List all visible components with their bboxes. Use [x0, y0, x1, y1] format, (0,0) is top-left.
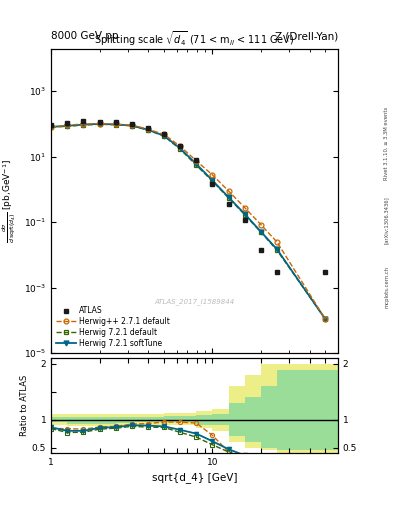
Herwig 7.2.1 softTune	[178, 145, 182, 152]
Herwig 7.2.1 default	[49, 124, 53, 130]
Line: ATLAS: ATLAS	[49, 119, 328, 274]
ATLAS	[194, 157, 198, 163]
Herwig 7.2.1 softTune	[210, 177, 215, 183]
Herwig++ 2.7.1 default	[81, 121, 86, 127]
Herwig++ 2.7.1 default	[194, 158, 198, 164]
Herwig 7.2.1 softTune	[259, 228, 263, 234]
Y-axis label: $\frac{d\sigma}{d\,\mathrm{sqrt}(d_4)}$ [pb,GeV$^{-1}$]: $\frac{d\sigma}{d\,\mathrm{sqrt}(d_4)}$ …	[1, 159, 18, 243]
Text: Z (Drell-Yan): Z (Drell-Yan)	[275, 31, 338, 41]
ATLAS	[242, 217, 247, 223]
ATLAS	[226, 201, 231, 207]
Herwig 7.2.1 default	[259, 229, 263, 235]
Herwig 7.2.1 default	[97, 121, 102, 127]
Herwig++ 2.7.1 default	[129, 122, 134, 129]
Herwig++ 2.7.1 default	[242, 205, 247, 211]
Herwig 7.2.1 softTune	[81, 121, 86, 127]
Herwig++ 2.7.1 default	[145, 126, 150, 132]
Line: Herwig 7.2.1 default: Herwig 7.2.1 default	[49, 122, 328, 322]
Herwig++ 2.7.1 default	[226, 188, 231, 194]
Herwig 7.2.1 softTune	[49, 124, 53, 130]
ATLAS	[97, 119, 102, 125]
Herwig++ 2.7.1 default	[65, 122, 70, 129]
Herwig++ 2.7.1 default	[49, 124, 53, 130]
Herwig 7.2.1 default	[145, 127, 150, 133]
Text: mcplots.cern.ch: mcplots.cern.ch	[384, 266, 389, 308]
Herwig++ 2.7.1 default	[259, 222, 263, 228]
ATLAS	[113, 119, 118, 125]
ATLAS	[65, 120, 70, 126]
Herwig++ 2.7.1 default	[178, 143, 182, 150]
Herwig 7.2.1 softTune	[242, 211, 247, 217]
X-axis label: sqrt{d_4} [GeV]: sqrt{d_4} [GeV]	[152, 473, 237, 483]
Herwig 7.2.1 softTune	[162, 133, 166, 139]
Herwig 7.2.1 softTune	[323, 316, 328, 322]
Line: Herwig 7.2.1 softTune: Herwig 7.2.1 softTune	[49, 121, 328, 322]
Herwig 7.2.1 softTune	[65, 123, 70, 129]
Herwig 7.2.1 default	[129, 123, 134, 129]
ATLAS	[145, 125, 150, 131]
Herwig 7.2.1 default	[323, 316, 328, 322]
Herwig 7.2.1 default	[210, 178, 215, 184]
Herwig 7.2.1 softTune	[226, 194, 231, 200]
Text: Rivet 3.1.10, ≥ 3.3M events: Rivet 3.1.10, ≥ 3.3M events	[384, 106, 389, 180]
Herwig++ 2.7.1 default	[162, 132, 166, 138]
ATLAS	[259, 247, 263, 253]
Herwig 7.2.1 default	[178, 146, 182, 152]
Herwig 7.2.1 default	[275, 247, 279, 253]
ATLAS	[210, 181, 215, 187]
Herwig 7.2.1 softTune	[129, 122, 134, 129]
ATLAS	[323, 269, 328, 275]
Herwig 7.2.1 default	[65, 123, 70, 130]
Legend: ATLAS, Herwig++ 2.7.1 default, Herwig 7.2.1 default, Herwig 7.2.1 softTune: ATLAS, Herwig++ 2.7.1 default, Herwig 7.…	[55, 305, 172, 350]
ATLAS	[275, 269, 279, 275]
ATLAS	[81, 118, 86, 124]
Herwig++ 2.7.1 default	[323, 316, 328, 322]
Herwig++ 2.7.1 default	[210, 172, 215, 178]
Title: Splitting scale $\sqrt{d_4}$ (71 < m$_{ll}$ < 111 GeV): Splitting scale $\sqrt{d_4}$ (71 < m$_{l…	[94, 30, 295, 49]
Text: [arXiv:1306.3436]: [arXiv:1306.3436]	[384, 196, 389, 244]
Herwig++ 2.7.1 default	[113, 121, 118, 127]
Herwig 7.2.1 softTune	[145, 126, 150, 133]
Herwig 7.2.1 default	[162, 133, 166, 139]
ATLAS	[129, 121, 134, 127]
Herwig 7.2.1 softTune	[97, 121, 102, 127]
ATLAS	[162, 131, 166, 137]
Herwig 7.2.1 softTune	[194, 161, 198, 167]
ATLAS	[49, 122, 53, 128]
Text: ATLAS_2017_I1589844: ATLAS_2017_I1589844	[154, 298, 235, 305]
Line: Herwig++ 2.7.1 default: Herwig++ 2.7.1 default	[49, 121, 328, 322]
Herwig 7.2.1 default	[242, 211, 247, 218]
Y-axis label: Ratio to ATLAS: Ratio to ATLAS	[20, 375, 29, 436]
Herwig++ 2.7.1 default	[275, 239, 279, 245]
Herwig++ 2.7.1 default	[97, 120, 102, 126]
Herwig 7.2.1 default	[113, 122, 118, 128]
ATLAS	[178, 142, 182, 148]
Herwig 7.2.1 default	[81, 122, 86, 128]
Herwig 7.2.1 softTune	[113, 121, 118, 127]
Herwig 7.2.1 default	[226, 195, 231, 201]
Herwig 7.2.1 softTune	[275, 246, 279, 252]
Herwig 7.2.1 default	[194, 162, 198, 168]
Text: 8000 GeV pp: 8000 GeV pp	[51, 31, 119, 41]
